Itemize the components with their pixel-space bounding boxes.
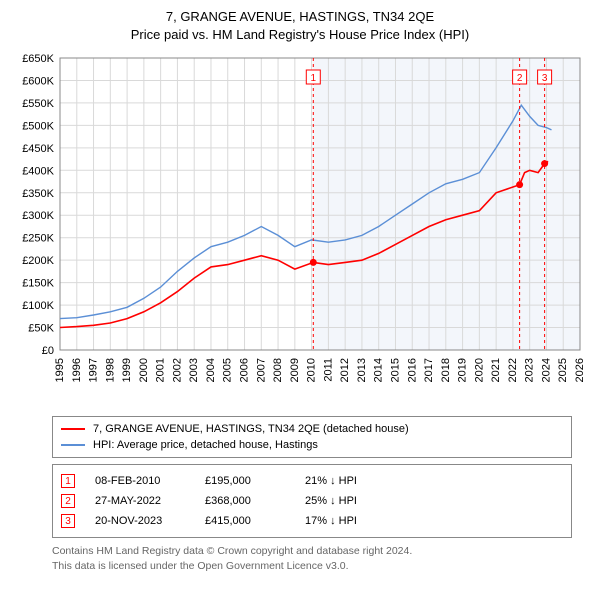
transaction-date: 20-NOV-2023 [95, 515, 185, 527]
legend-label: 7, GRANGE AVENUE, HASTINGS, TN34 2QE (de… [93, 423, 409, 435]
x-tick-label: 1996 [71, 358, 83, 382]
legend-swatch [61, 428, 85, 430]
y-tick-label: £600K [22, 76, 54, 88]
transaction-delta: 25% ↓ HPI [305, 495, 357, 507]
x-tick-label: 1995 [54, 358, 66, 382]
title-address: 7, GRANGE AVENUE, HASTINGS, TN34 2QE [12, 8, 588, 26]
x-tick-label: 2014 [373, 358, 385, 382]
x-tick-label: 2005 [222, 358, 234, 382]
legend-swatch [61, 444, 85, 446]
transaction-row: 3 20-NOV-2023 £415,000 17% ↓ HPI [61, 511, 563, 531]
transactions-table: 1 08-FEB-2010 £195,000 21% ↓ HPI 2 27-MAY-202… [52, 464, 572, 538]
marker-dot [541, 160, 548, 167]
footer-line-1: Contains HM Land Registry data © Crown c… [52, 544, 572, 558]
transaction-price: £415,000 [205, 515, 285, 527]
y-tick-label: £500K [22, 121, 54, 133]
x-tick-label: 2019 [457, 358, 469, 382]
x-tick-label: 2006 [239, 358, 251, 382]
legend: 7, GRANGE AVENUE, HASTINGS, TN34 2QE (de… [52, 416, 572, 458]
transaction-row: 1 08-FEB-2010 £195,000 21% ↓ HPI [61, 471, 563, 491]
x-tick-label: 1997 [88, 358, 100, 382]
x-tick-label: 2004 [205, 358, 217, 382]
x-tick-label: 2010 [306, 358, 318, 382]
x-tick-label: 2000 [138, 358, 150, 382]
title-subtitle: Price paid vs. HM Land Registry's House … [12, 26, 588, 44]
x-tick-label: 2003 [188, 358, 200, 382]
footer-attribution: Contains HM Land Registry data © Crown c… [52, 544, 572, 572]
x-tick-label: 2023 [524, 358, 536, 382]
y-tick-label: £350K [22, 188, 54, 200]
x-tick-label: 2026 [574, 358, 586, 382]
x-tick-label: 2018 [440, 358, 452, 382]
y-tick-label: £100K [22, 300, 54, 312]
x-tick-label: 2022 [507, 358, 519, 382]
x-tick-label: 1999 [121, 358, 133, 382]
y-tick-label: £0 [42, 345, 54, 357]
x-tick-label: 2009 [289, 358, 301, 382]
y-tick-label: £200K [22, 256, 54, 268]
x-tick-label: 2016 [406, 358, 418, 382]
transaction-price: £368,000 [205, 495, 285, 507]
transaction-date: 27-MAY-2022 [95, 495, 185, 507]
x-tick-label: 2021 [490, 358, 502, 382]
y-tick-label: £650K [22, 53, 54, 65]
x-tick-label: 2011 [322, 358, 334, 382]
marker-number: 2 [517, 73, 523, 84]
marker-dot [310, 259, 317, 266]
x-tick-label: 2001 [155, 358, 167, 382]
price-chart: £0 £50K £100K £150K £200K £250K £300K £350K £400… [12, 50, 588, 410]
x-tick-label: 1998 [104, 358, 116, 382]
y-tick-label: £300K [22, 211, 54, 223]
y-tick-label: £150K [22, 278, 54, 290]
transaction-delta: 21% ↓ HPI [305, 475, 357, 487]
legend-row: HPI: Average price, detached house, Hast… [61, 437, 563, 453]
marker-number: 1 [311, 73, 317, 84]
footer-line-2: This data is licensed under the Open Gov… [52, 559, 572, 573]
transaction-row: 2 27-MAY-2022 £368,000 25% ↓ HPI [61, 491, 563, 511]
x-tick-label: 2015 [389, 358, 401, 382]
x-tick-label: 2020 [473, 358, 485, 382]
x-tick-label: 2025 [557, 358, 569, 382]
transaction-marker-num: 3 [61, 514, 75, 528]
y-tick-label: £450K [22, 143, 54, 155]
transaction-price: £195,000 [205, 475, 285, 487]
y-tick-label: £400K [22, 166, 54, 178]
y-tick-label: £550K [22, 98, 54, 110]
x-tick-label: 2002 [171, 358, 183, 382]
transaction-date: 08-FEB-2010 [95, 475, 185, 487]
y-tick-label: £250K [22, 233, 54, 245]
chart-area: £0 £50K £100K £150K £200K £250K £300K £350K £400… [12, 50, 588, 410]
marker-number: 3 [542, 73, 548, 84]
x-tick-label: 2007 [255, 358, 267, 382]
x-tick-label: 2013 [356, 358, 368, 382]
x-tick-label: 2024 [540, 358, 552, 382]
transaction-marker-num: 2 [61, 494, 75, 508]
transaction-marker-num: 1 [61, 474, 75, 488]
transaction-delta: 17% ↓ HPI [305, 515, 357, 527]
marker-dot [516, 182, 523, 189]
y-tick-label: £50K [28, 323, 54, 335]
x-tick-label: 2012 [339, 358, 351, 382]
legend-label: HPI: Average price, detached house, Hast… [93, 439, 318, 451]
x-tick-label: 2008 [272, 358, 284, 382]
legend-row: 7, GRANGE AVENUE, HASTINGS, TN34 2QE (de… [61, 421, 563, 437]
x-tick-label: 2017 [423, 358, 435, 382]
